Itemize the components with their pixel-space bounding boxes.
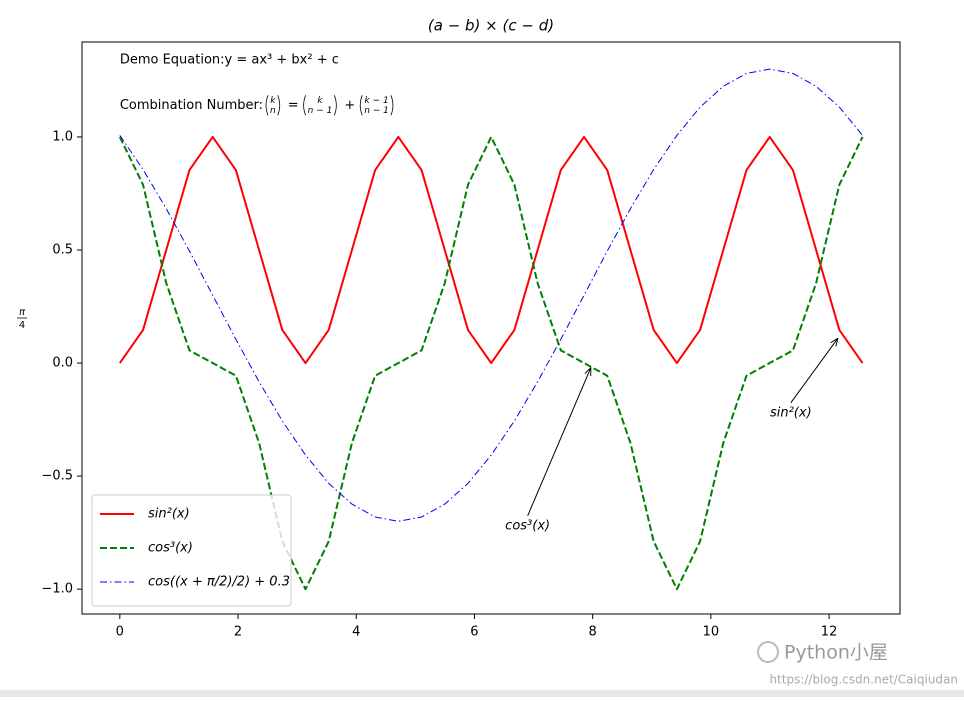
annotation-text: Combination Number: — [120, 98, 263, 113]
plot-area — [118, 68, 864, 591]
paren — [303, 95, 306, 116]
y-label-numerator: π — [19, 307, 26, 318]
binomial-bottom: n − 1 — [364, 106, 389, 116]
legend-label: cos((x + π/2)/2) + 0.3 — [148, 575, 290, 590]
chart-title: (a − b) × (c − d) — [428, 17, 554, 35]
legend: sin²(x) cos³(x) cos((x + π/2)/2) + 0.3 — [91, 494, 292, 607]
plot-frame — [81, 41, 901, 615]
y-tick-label: −0.5 — [41, 469, 73, 484]
footer-bar — [0, 690, 964, 697]
binomial-top: k — [317, 96, 323, 106]
operator: = — [288, 98, 299, 113]
paren — [277, 95, 281, 116]
y-tick-label: 0.0 — [52, 356, 73, 371]
x-tick-label: 4 — [352, 625, 360, 640]
x-tick-label: 0 — [116, 625, 124, 640]
series-line — [118, 135, 864, 591]
annotation-text: Demo Equation:y = ax³ + bx² + c — [120, 53, 339, 68]
annotation-label: sin²(x) — [770, 405, 812, 420]
legend-label: sin²(x) — [148, 507, 190, 522]
y-tick-label: 1.0 — [52, 129, 73, 144]
annotation-arrow — [790, 338, 838, 404]
annotation-arrow — [527, 368, 591, 517]
x-tick-label: 8 — [589, 625, 597, 640]
y-label-denominator: 4 — [19, 320, 25, 331]
y-tick-label: −1.0 — [41, 582, 73, 597]
watermark-icon — [757, 641, 779, 663]
binomial-top: k − 1 — [364, 96, 388, 106]
watermark-name: Python小屋 — [784, 642, 888, 664]
binomial-top: k — [270, 96, 276, 106]
paren — [359, 95, 363, 116]
y-tick-label: 0.5 — [52, 243, 73, 258]
series-line — [119, 68, 863, 522]
x-tick-label: 10 — [703, 625, 720, 640]
binomial-bottom: n — [270, 106, 276, 116]
paren — [390, 95, 394, 116]
operator: + — [344, 98, 355, 113]
series-line — [119, 135, 864, 365]
watermark-url: https://blog.csdn.net/Caiqiudan — [769, 673, 958, 687]
x-tick-label: 12 — [821, 625, 838, 640]
annotation-label: cos³(x) — [505, 518, 550, 533]
legend-box — [91, 494, 292, 607]
legend-label: cos³(x) — [148, 541, 193, 556]
paren — [265, 95, 269, 116]
x-tick-label: 2 — [234, 625, 242, 640]
paren — [333, 95, 337, 116]
binomial-bottom: n − 1 — [308, 106, 333, 116]
watermark: Python小屋 https://blog.csdn.net/Caiqiudan — [757, 641, 958, 687]
x-tick-label: 6 — [470, 625, 478, 640]
